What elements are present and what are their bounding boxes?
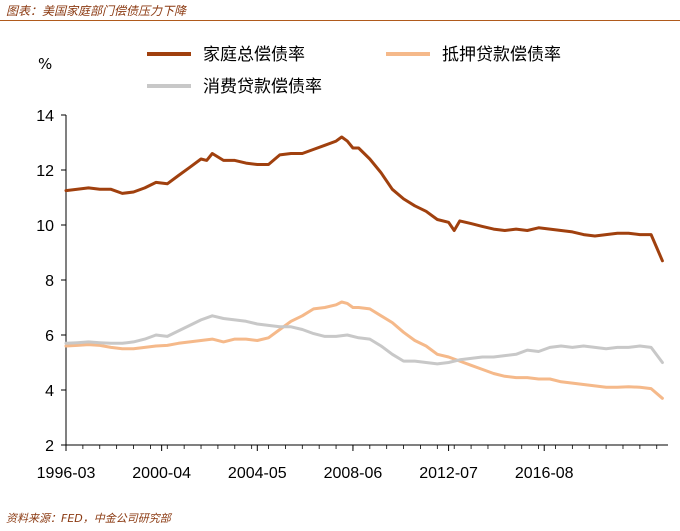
tick-labels: 2 4 6 8 10 12 14 1996-03 2000-04 2004-05 2008-06 20…: [36, 108, 573, 482]
x-tick-label: 2012-07: [419, 465, 478, 482]
legend-label-2: 消费贷款偿债率: [203, 77, 322, 97]
y-tick-label: 6: [45, 328, 54, 345]
y-tick-label: 4: [45, 383, 54, 400]
y-tick-label: 2: [45, 438, 54, 455]
x-tick-label: 2016-08: [515, 465, 574, 482]
series-line-2: [64, 314, 664, 366]
y-axis-unit-label: %: [38, 55, 53, 73]
x-tick-label: 2000-04: [132, 465, 191, 482]
figure-caption-title: 图表：美国家庭部门偿债压力下降: [6, 4, 187, 18]
axes: [61, 114, 668, 451]
legend-label-1: 抵押贷款偿债率: [442, 45, 561, 65]
y-tick-label: 14: [36, 108, 54, 125]
x-tick-label: 2004-05: [228, 465, 287, 482]
series-line-1: [64, 300, 664, 400]
caption-divider: [0, 20, 680, 21]
legend-label-0: 家庭总偿债率: [203, 45, 305, 65]
series-line-0: [64, 135, 664, 263]
y-tick-label: 10: [36, 218, 54, 235]
y-tick-label: 8: [45, 273, 54, 290]
x-tick-label: 2008-06: [324, 465, 383, 482]
series-lines: [64, 135, 664, 400]
figure-source-note: 资料来源：FED，中金公司研究部: [6, 512, 171, 525]
x-tick-label: 1996-03: [37, 465, 96, 482]
y-tick-label: 12: [36, 163, 54, 180]
